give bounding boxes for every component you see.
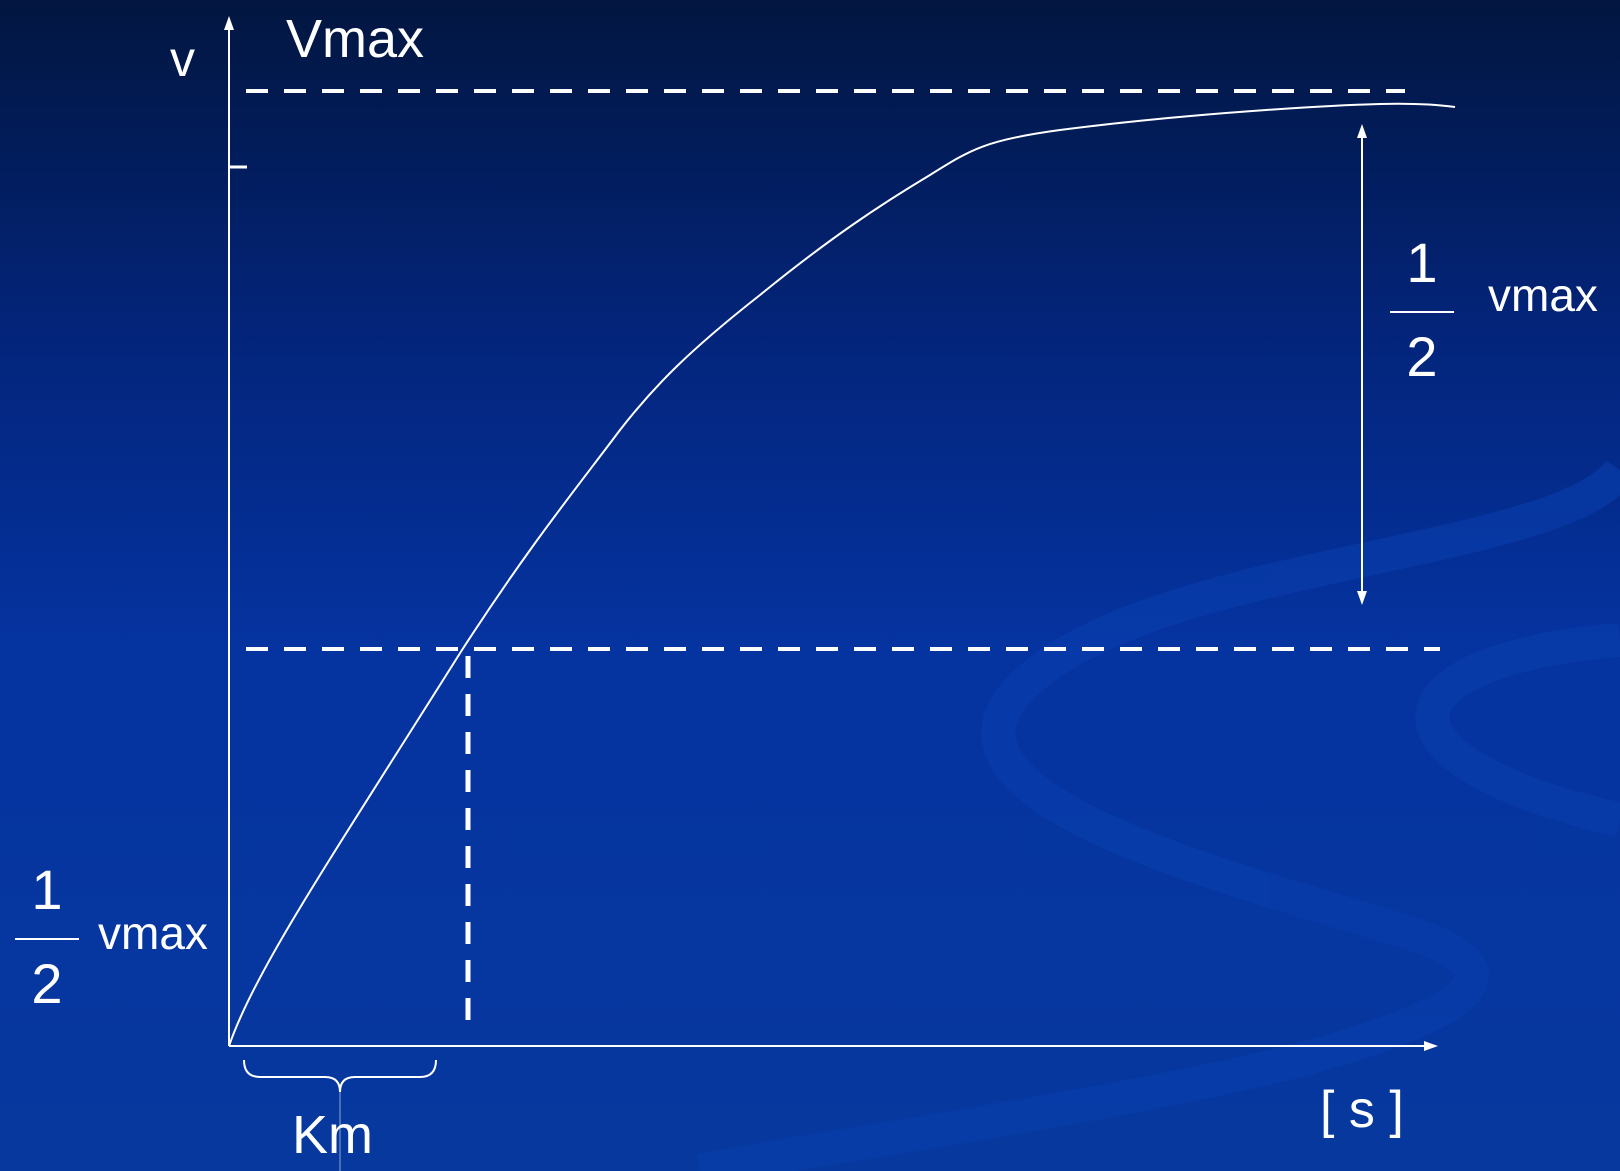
x-axis <box>229 1041 1438 1051</box>
y-axis-label: v <box>170 31 195 87</box>
fraction-numerator: 1 <box>31 858 63 921</box>
km-brace <box>243 1059 437 1093</box>
half-vmax-label-right: vmax <box>1488 269 1598 321</box>
vmax-label: Vmax <box>286 9 425 69</box>
background-swirl <box>696 459 1620 1171</box>
x-axis-label: [ s ] <box>1320 1081 1404 1139</box>
half-vmax-fraction-right: 1 2 <box>1390 235 1454 385</box>
half-vmax-arrow <box>1357 124 1367 605</box>
fraction-bar <box>1390 311 1454 313</box>
fraction-numerator: 1 <box>1406 231 1438 294</box>
half-vmax-label-left: vmax <box>98 907 208 959</box>
fraction-denominator: 2 <box>1406 325 1438 388</box>
saturation-curve <box>228 102 1456 1047</box>
half-vmax-fraction-left: 1 2 <box>15 862 79 1012</box>
fraction-denominator: 2 <box>31 952 63 1015</box>
y-axis <box>224 16 234 1046</box>
km-label: Km <box>292 1105 373 1165</box>
fraction-bar <box>15 938 79 940</box>
